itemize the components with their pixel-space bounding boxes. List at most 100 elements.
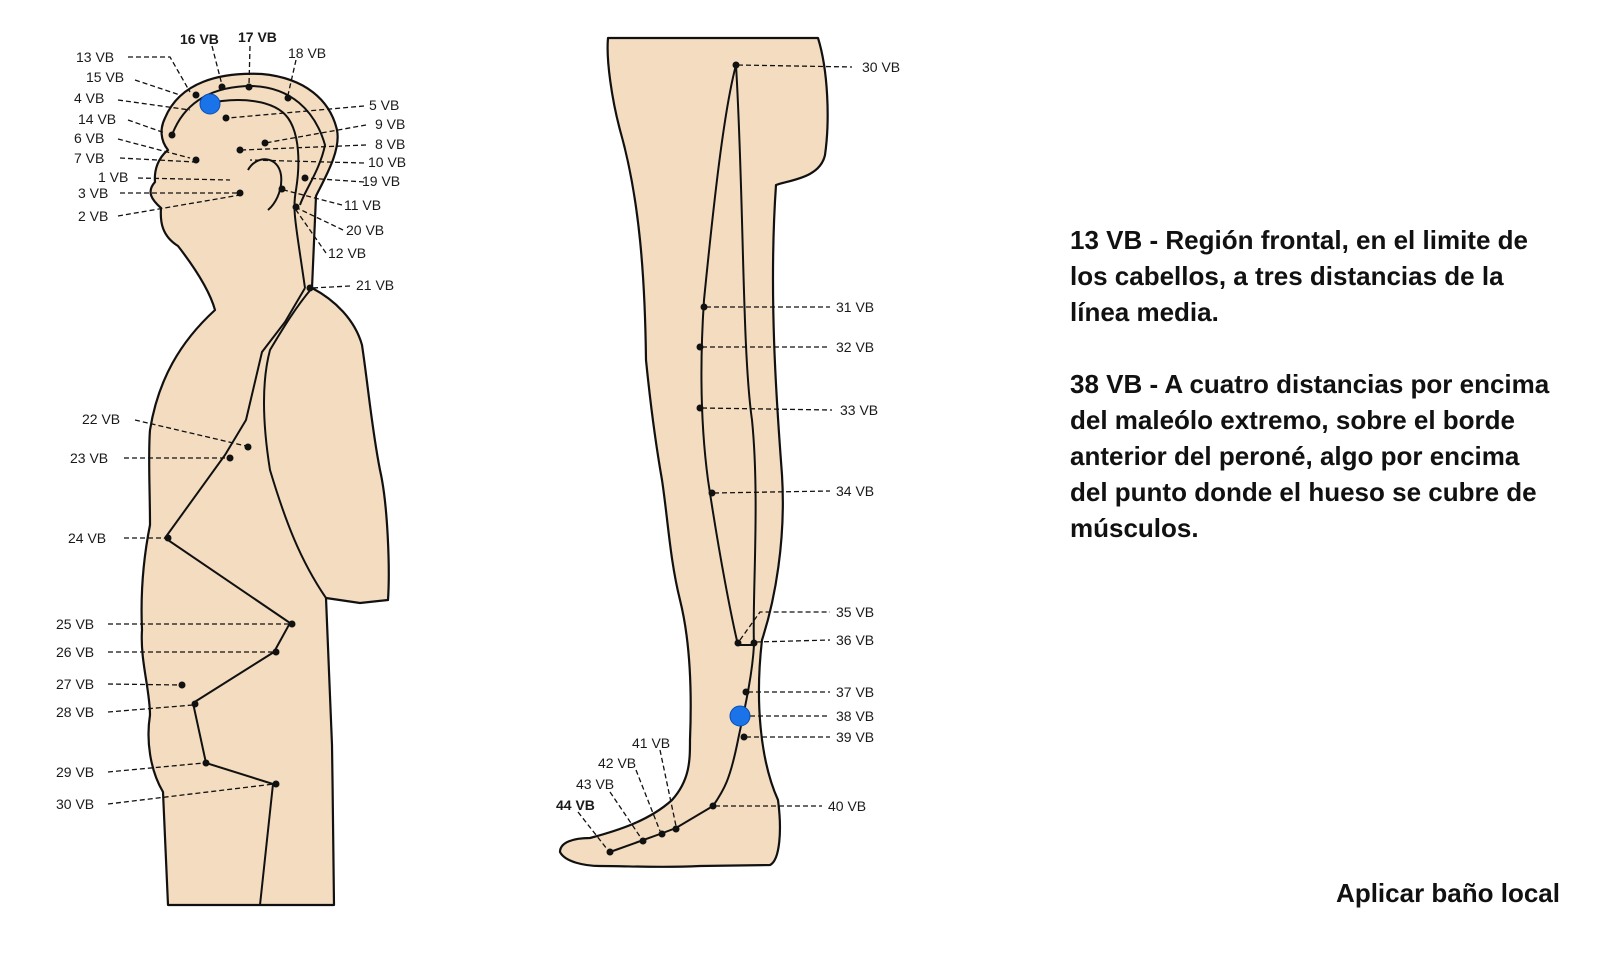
label-39-vb: 39 VB [836,729,874,745]
head-meridian-inner [204,99,306,289]
point-13-vb [168,131,176,139]
point-18-vb [284,94,292,102]
label-17-vb: 17 VB [238,29,277,45]
label-43-vb: 43 VB [576,776,614,792]
label-2-vb: 2 VB [78,208,108,224]
point-8-vb [236,146,244,154]
point-34-vb [708,489,716,497]
torso-meridian-path [163,287,306,906]
description-38-vb: 38 VB - A cuatro distancias por encima d… [1070,369,1550,543]
label-19-vb: 19 VB [362,173,400,189]
point-30-vb-leg [732,61,740,69]
point-36-vb [750,639,758,647]
label-10-vb: 10 VB [368,154,406,170]
label-16-vb: 16 VB [180,31,219,47]
label-34-vb: 34 VB [836,483,874,499]
leg-leader-lines [577,64,853,850]
leg-meridian-points [606,61,758,856]
label-23-vb: 23 VB [70,450,108,466]
leg-figure [558,36,829,868]
point-41-vb [672,825,680,833]
label-31-vb: 31 VB [836,299,874,315]
point-16-vb [192,91,200,99]
leg-labels: 30 VB 31 VB 32 VB 33 VB 34 VB 35 VB 36 V… [556,59,900,814]
label-27-vb: 27 VB [56,676,94,692]
label-42-vb: 42 VB [598,755,636,771]
label-44-vb: 44 VB [556,797,595,813]
point-21-vb [306,284,314,292]
label-1-vb: 1 VB [98,169,128,185]
ear-outline [247,158,283,211]
point-24-vb [164,534,172,542]
point-5-vb [222,114,230,122]
label-9-vb: 9 VB [375,116,405,132]
leg-shin-contour [735,64,757,646]
point-44-vb [606,848,614,856]
label-32-vb: 32 VB [836,339,874,355]
point-17-vb [245,83,253,91]
label-41-vb: 41 VB [632,735,670,751]
upper-meridian-points [164,83,314,788]
label-5-vb: 5 VB [369,97,399,113]
point-30-vb-torso [272,780,280,788]
point-35-vb [734,639,742,647]
label-14-vb: 14 VB [78,111,116,127]
label-24-vb: 24 VB [68,530,106,546]
point-19-vb [301,174,309,182]
footer-instruction: Aplicar baño local [1336,878,1560,908]
point-27-vb [178,681,186,689]
label-25-vb: 25 VB [56,616,94,632]
label-12-vb: 12 VB [328,245,366,261]
label-leg-30-vb: 30 VB [862,59,900,75]
point-39-vb [740,733,748,741]
label-18-vb: 18 VB [288,45,326,61]
point-descriptions: 13 VB - Región frontal, en el limite de … [1070,222,1560,582]
point-16b-vb [218,83,226,91]
highlight-marker-13-vb [199,93,221,115]
upper-labels: 13 VB 16 VB 17 VB 18 VB 15 VB 4 VB 14 VB… [56,29,406,812]
point-37-vb [742,688,750,696]
label-35-vb: 35 VB [836,604,874,620]
label-21-vb: 21 VB [356,277,394,293]
label-11-vb: 11 VB [344,197,381,213]
label-38-vb: 38 VB [836,708,874,724]
label-29-vb: 29 VB [56,764,94,780]
upper-leader-lines [107,45,367,805]
label-30-vb-upper: 30 VB [56,796,94,812]
point-23-vb [226,454,234,462]
point-43-vb [639,837,647,845]
label-13-vb: 13 VB [76,49,114,65]
label-20-vb: 20 VB [346,222,384,238]
highlight-marker-38-vb [729,705,751,727]
leg-meridian-path [609,64,756,853]
label-22-vb: 22 VB [82,411,120,427]
point-31-vb [700,303,708,311]
label-7-vb: 7 VB [74,150,104,166]
label-15-vb: 15 VB [86,69,124,85]
label-40-vb: 40 VB [828,798,866,814]
label-6-vb: 6 VB [74,130,104,146]
description-13-vb: 13 VB - Región frontal, en el limite de … [1070,225,1528,327]
point-29-vb [202,759,210,767]
label-36-vb: 36 VB [836,632,874,648]
point-40-vb [709,802,717,810]
point-32-vb [696,343,704,351]
point-9-vb [261,139,269,147]
label-28-vb: 28 VB [56,704,94,720]
point-11-vb [278,185,286,193]
point-26-vb [272,648,280,656]
head-meridian-outer [171,84,327,206]
point-20-vb [292,203,300,211]
label-8-vb: 8 VB [375,136,405,152]
point-33-vb [696,404,704,412]
label-33-vb: 33 VB [840,402,878,418]
point-22-vb [244,443,252,451]
point-42-vb [658,830,666,838]
label-3-vb: 3 VB [78,185,108,201]
label-4-vb: 4 VB [74,90,104,106]
label-26-vb: 26 VB [56,644,94,660]
point-28-vb [191,700,199,708]
arm-contour [263,287,327,599]
label-37-vb: 37 VB [836,684,874,700]
